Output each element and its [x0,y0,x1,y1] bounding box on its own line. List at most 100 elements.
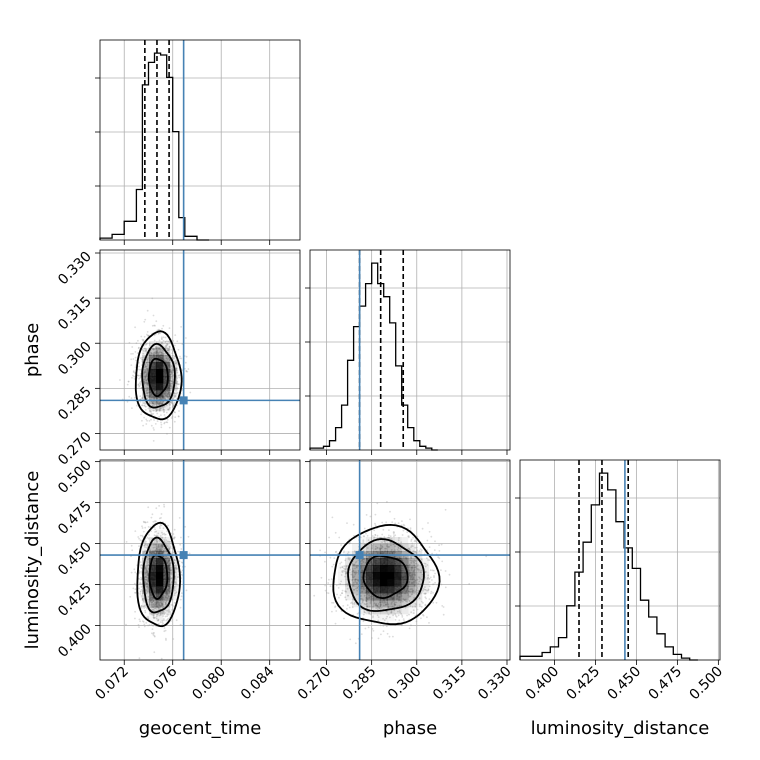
sample-point [165,559,168,562]
sample-point [144,318,147,321]
sample-point [146,579,149,581]
sample-point [143,383,146,385]
sample-point [379,549,382,551]
sample-point [166,613,169,616]
sample-point [365,532,367,535]
density-cell [163,586,171,594]
sample-point [397,598,400,600]
sample-point [173,601,176,604]
sample-point [357,579,360,582]
sample-point [153,635,156,638]
sample-point [155,617,158,620]
sample-point [144,375,147,378]
sample-point [351,579,354,582]
sample-point [143,370,146,373]
sample-point [166,395,169,398]
sample-point [363,527,366,530]
sample-point [414,566,417,569]
sample-point [154,528,157,531]
sample-point [401,559,404,562]
sample-point [409,595,412,598]
sample-point [397,522,400,525]
sample-point [420,617,422,620]
sample-point [366,610,369,613]
sample-point [157,612,160,614]
sample-point [362,586,365,589]
sample-point [157,353,160,355]
sample-point [436,583,439,586]
sample-point [172,381,175,383]
sample-point [165,591,168,594]
density-cell [149,600,157,608]
sample-point [156,353,159,355]
sample-point [134,617,136,620]
density-cell [149,544,157,552]
sample-point [147,586,150,589]
sample-point [386,545,389,548]
sample-point [169,545,172,548]
sample-point [145,343,148,345]
sample-point [381,546,384,548]
sample-point [139,373,142,375]
sample-point [145,391,148,394]
sample-point [156,397,159,400]
sample-point [145,403,148,405]
sample-point [131,407,133,409]
sample-point [162,622,165,625]
sample-point [150,357,153,359]
sample-point [164,595,167,598]
sample-point [387,605,390,608]
sample-point [390,603,393,605]
sample-point [161,545,164,548]
sample-point [383,540,386,543]
sample-point [415,593,418,595]
sample-point [340,574,343,576]
sample-point [175,382,178,385]
sample-point [410,574,413,577]
sample-point [170,417,173,419]
sample-point [146,387,149,390]
sample-point [414,582,417,584]
sample-point [144,376,147,379]
sample-point [424,589,427,591]
sample-point [176,382,179,385]
x-tick-label: 0.080 [189,664,229,704]
sample-point [379,624,382,627]
sample-point [173,396,176,398]
sample-point [143,544,146,547]
sample-point [376,502,379,505]
sample-point [399,547,402,550]
sample-point [352,570,355,572]
sample-point [163,532,166,535]
sample-point [380,607,383,609]
sample-point [418,597,421,600]
sample-point [419,571,422,573]
sample-point [353,575,356,578]
sample-point [352,523,355,526]
sample-point [393,603,396,606]
sample-point [153,354,156,356]
sample-point [164,336,167,339]
sample-point [170,365,173,367]
sample-point [156,404,158,407]
sample-point [384,601,387,604]
sample-point [409,591,412,593]
sample-point [150,551,153,553]
sample-point [155,605,158,607]
sample-point [166,615,169,618]
sample-point [162,405,165,408]
sample-point [387,606,390,609]
sample-point [159,545,162,548]
sample-point [163,406,166,408]
sample-point [368,596,371,599]
sample-point [147,334,150,337]
sample-point [151,605,153,608]
sample-point [429,576,432,579]
density-cell [170,558,178,566]
sample-point [413,597,415,599]
sample-point [153,429,155,431]
sample-point [160,517,162,519]
sample-point [164,601,167,604]
sample-point [140,386,143,389]
sample-point [176,392,179,394]
